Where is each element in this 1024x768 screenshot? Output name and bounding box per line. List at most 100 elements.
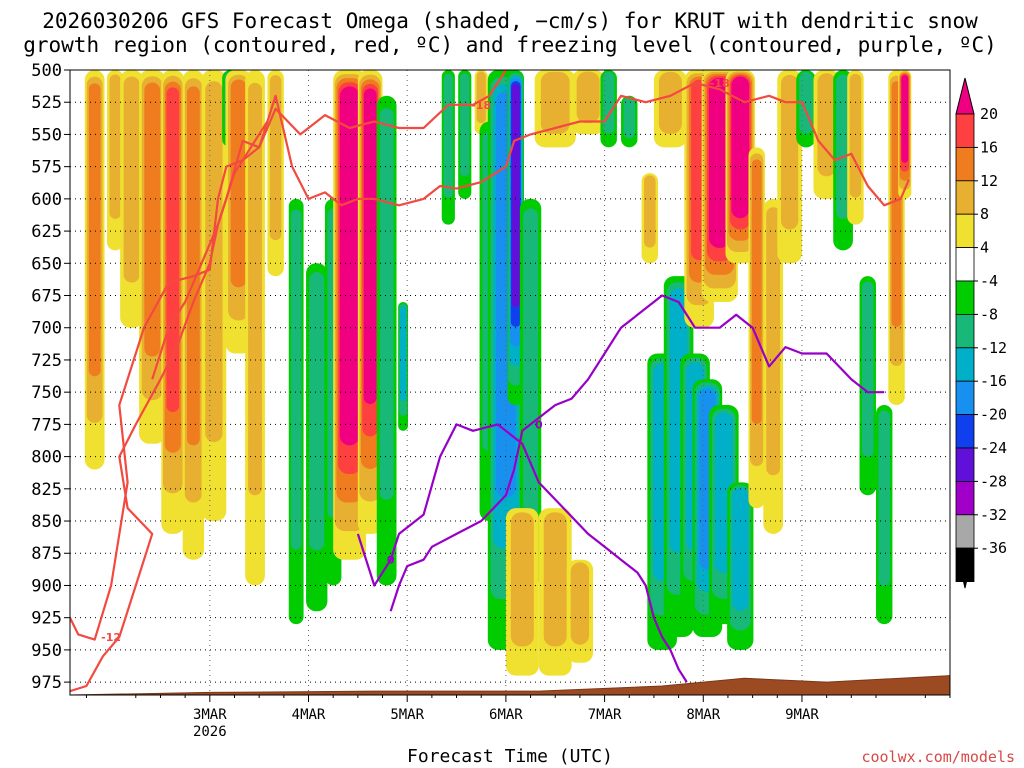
contour-lines: -18 -12 -18 0 0 — [70, 70, 910, 693]
title-line-2: growth region (contoured, red, ºC) and f… — [23, 33, 997, 57]
omega-cell-53-4 — [901, 75, 909, 163]
ytick-label-550: 550 — [31, 125, 62, 145]
title-line-1: 2026030206 GFS Forecast Omega (shaded, −… — [42, 9, 978, 33]
colorbar-label-last: -36 — [980, 539, 1007, 557]
credit-link[interactable]: coolwx.com/models — [861, 748, 1015, 766]
omega-cell-30-1 — [602, 71, 615, 134]
colorbar-swatch-3 — [955, 213, 975, 248]
ytick-label-750: 750 — [31, 383, 62, 403]
colorbar-bottom-arrow — [955, 547, 975, 589]
omega-cell-0-2 — [88, 83, 101, 377]
ytick-label-875: 875 — [31, 544, 62, 564]
xtick-label-9MAR: 9MAR — [785, 707, 819, 723]
omega-cell-27-1 — [570, 562, 590, 645]
omega-cell-23-5 — [511, 83, 520, 308]
freezing-contour-1 — [389, 294, 885, 612]
xtick-label-4MAR: 4MAR — [292, 707, 326, 723]
colorbar-label-12: 12 — [980, 172, 998, 190]
plot-frame — [69, 69, 951, 696]
ytick-label-575: 575 — [31, 158, 62, 178]
omega-cell-28-1 — [540, 71, 570, 134]
colorbar-swatch-10 — [955, 447, 975, 482]
omega-cell-19-1 — [460, 73, 470, 177]
colorbar-label-4: 4 — [980, 239, 989, 257]
omega-cell-25-1 — [510, 512, 534, 647]
colorbar-swatch-7 — [955, 347, 975, 382]
omega-cell-47-1 — [817, 73, 836, 177]
ytick-label-725: 725 — [31, 351, 62, 371]
colorbar-swatch-11 — [955, 480, 975, 516]
dgz-contour-1 — [70, 81, 910, 693]
omega-shading — [84, 70, 912, 676]
ytick-label-775: 775 — [31, 415, 62, 435]
colorbar-swatch-9 — [955, 414, 975, 449]
colorbar-top-arrow — [955, 77, 975, 115]
omega-cell-20-1 — [476, 71, 486, 124]
ytick-label-625: 625 — [31, 222, 62, 242]
omega-cell-48-1 — [836, 74, 850, 219]
colorbar-label--28: -28 — [980, 472, 1007, 490]
ytick-label-950: 950 — [31, 641, 62, 661]
omega-cell-4-3 — [166, 87, 180, 413]
dgz-label-1: -12 — [101, 631, 121, 644]
omega-cell-31-1 — [623, 97, 636, 139]
ytick-label-700: 700 — [31, 319, 62, 339]
colorbar-label-16: 16 — [980, 138, 998, 156]
freezing-label-0: 0 — [387, 554, 395, 567]
omega-cell-11-1 — [290, 209, 302, 550]
omega-cell-2-1 — [123, 76, 140, 283]
ytick-label-850: 850 — [31, 512, 62, 532]
omega-cell-26-1 — [543, 512, 567, 647]
ytick-label-675: 675 — [31, 287, 62, 307]
omega-cell-24-1 — [523, 208, 539, 518]
omega-cell-51-1 — [878, 410, 890, 586]
colorbar-swatch-12 — [955, 514, 975, 549]
xtick-label-7MAR: 7MAR — [588, 707, 622, 723]
colorbar-label--12: -12 — [980, 339, 1007, 357]
omega-cell-45-1 — [780, 74, 799, 230]
colorbar-label--20: -20 — [980, 406, 1007, 424]
colorbar-swatch-8 — [955, 380, 975, 416]
ytick-label-975: 975 — [31, 673, 62, 693]
colorbar-swatch-2 — [955, 180, 975, 215]
omega-cell-12-1 — [309, 271, 325, 551]
freezing-label-1: 0 — [535, 418, 543, 431]
terrain — [70, 675, 950, 695]
omega-cell-44-1 — [766, 207, 781, 476]
colorbar-label-20: 20 — [980, 105, 998, 123]
omega-cell-3-2 — [144, 82, 161, 357]
xtick-label-3MAR: 3MAR — [193, 707, 227, 723]
colorbar-swatch-5 — [955, 280, 975, 315]
omega-cell-15-4 — [363, 88, 377, 405]
colorbar-swatch-1 — [955, 146, 975, 182]
xtick-label-6MAR: 6MAR — [489, 707, 523, 723]
ytick-label-800: 800 — [31, 448, 62, 468]
terrain-fill — [70, 675, 950, 695]
ytick-label-650: 650 — [31, 254, 62, 274]
y-axis: 500 525 550 575 600 625 650 675 700 725 750 775 800 8… — [31, 61, 70, 693]
xtick-label-5MAR: 5MAR — [390, 707, 424, 723]
dgz-label-0: -18 — [471, 99, 491, 112]
omega-cell-1-1 — [109, 74, 121, 219]
omega-cell-41-5 — [710, 79, 729, 235]
colorbar: 20 16 12 8 4 -4 -8 -12 -16 -20 -24 -28 -32 -36 — [955, 77, 1007, 589]
omega-cell-6-1 — [205, 81, 223, 443]
omega-cell-16-1 — [379, 108, 394, 500]
omega-cell-50-1 — [862, 281, 874, 457]
colorbar-label--8: -8 — [980, 305, 998, 323]
ytick-label-900: 900 — [31, 576, 62, 596]
omega-cell-5-2 — [186, 86, 200, 446]
omega-cell-32-1 — [644, 175, 656, 248]
dgz-label-2: -18 — [710, 77, 730, 90]
omega-cell-38-2 — [732, 487, 749, 611]
omega-cell-29-1 — [576, 71, 600, 124]
ytick-label-925: 925 — [31, 609, 62, 629]
colorbar-swatch-6 — [955, 313, 975, 349]
omega-cell-42-5 — [732, 78, 748, 207]
xtick-label-8MAR: 8MAR — [686, 707, 720, 723]
colorbar-swatch-4 — [955, 247, 975, 282]
ytick-label-525: 525 — [31, 93, 62, 113]
colorbar-swatch-0 — [955, 113, 975, 148]
